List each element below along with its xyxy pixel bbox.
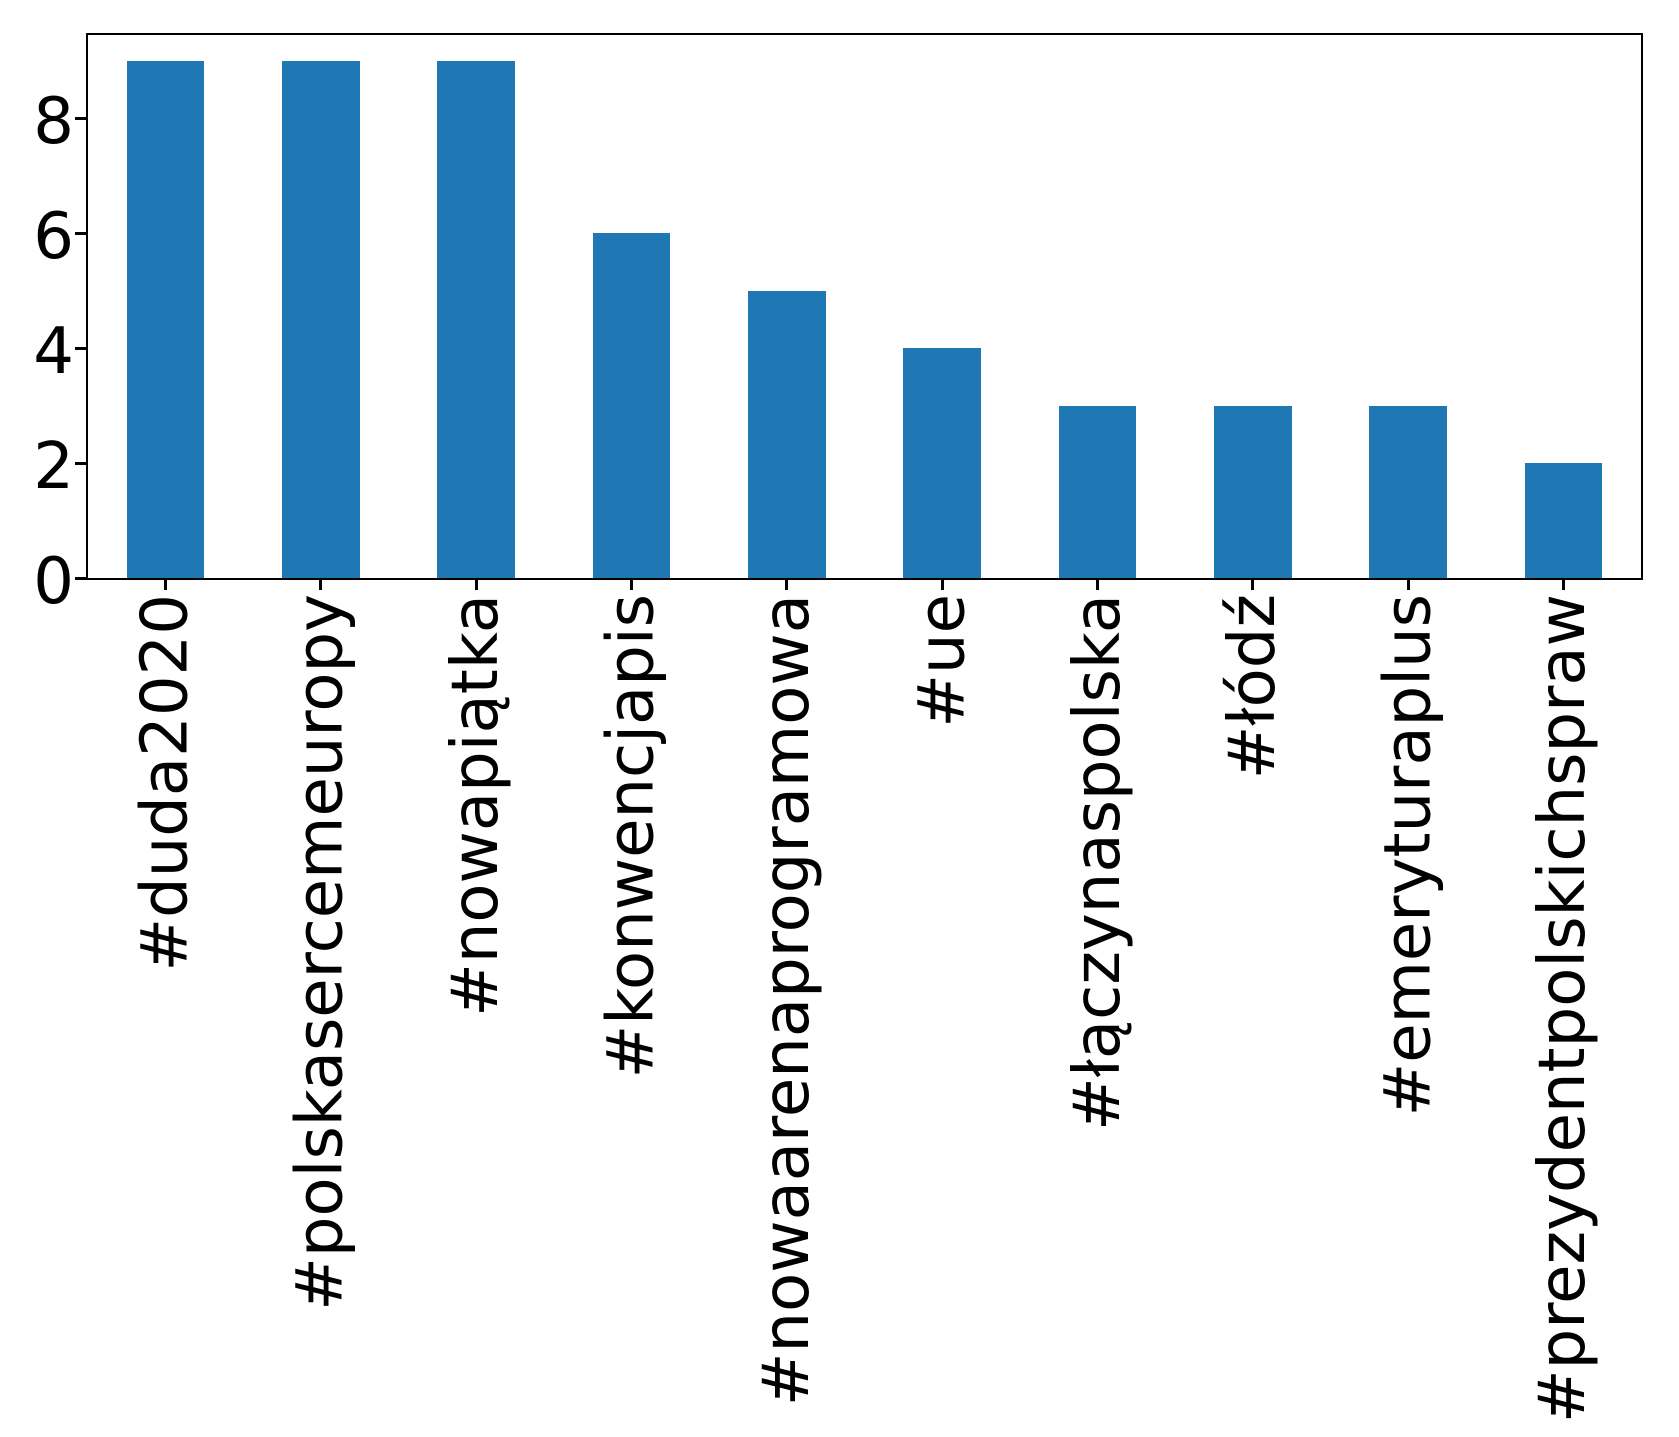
x-tick-mark: [785, 578, 789, 590]
x-tick-label: #duda2020: [128, 594, 203, 972]
bars-container: [88, 35, 1641, 578]
x-tick-mark: [474, 578, 478, 590]
x-tick-mark: [940, 578, 944, 590]
bar-ue: [903, 348, 981, 578]
bar-nowapitka: [437, 60, 516, 578]
x-tick-label: #łódź: [1215, 594, 1290, 780]
x-tick-mark: [1561, 578, 1565, 590]
y-tick-label: 6: [33, 200, 74, 275]
bar-czynaspolska: [1058, 405, 1137, 578]
x-tick-mark: [630, 578, 634, 590]
x-tick-label: #ue: [905, 594, 980, 728]
x-tick-label: #konwencjapis: [594, 594, 669, 1079]
bar-duda2020: [126, 60, 205, 578]
x-tick-mark: [1406, 578, 1410, 590]
x-tick-label: #prezydentpolskichspraw: [1526, 594, 1601, 1423]
x-tick-mark: [1095, 578, 1099, 590]
x-tick-mark: [319, 578, 323, 590]
bar-d: [1213, 405, 1292, 578]
bar-prezydentpolskichspraw: [1524, 463, 1603, 578]
y-tick-mark: [75, 231, 87, 235]
y-tick-label: 8: [33, 85, 74, 160]
y-tick-mark: [75, 346, 87, 350]
bar-polskasercemeuropy: [282, 60, 360, 578]
bar-konwencjapis: [592, 233, 671, 578]
x-tick-mark: [1251, 578, 1255, 590]
y-tick-label: 0: [33, 545, 74, 619]
bar-emeryturaplus: [1369, 405, 1447, 578]
x-tick-mark: [164, 578, 168, 590]
bar-nowaarenaprogramowa: [748, 290, 826, 578]
y-tick-mark: [75, 576, 87, 580]
x-tick-label: #nowaarenaprogramowa: [749, 594, 824, 1407]
x-tick-label: #nowapiątka: [439, 594, 514, 1017]
y-tick-mark: [75, 461, 87, 465]
y-tick-mark: [75, 116, 87, 120]
x-tick-label: #polskasercemeuropy: [283, 594, 358, 1311]
y-tick-label: 2: [33, 430, 74, 505]
y-tick-label: 4: [33, 315, 74, 390]
x-tick-label: #emeryturaplus: [1371, 594, 1446, 1117]
x-tick-label: #łączynaspolska: [1060, 594, 1135, 1131]
